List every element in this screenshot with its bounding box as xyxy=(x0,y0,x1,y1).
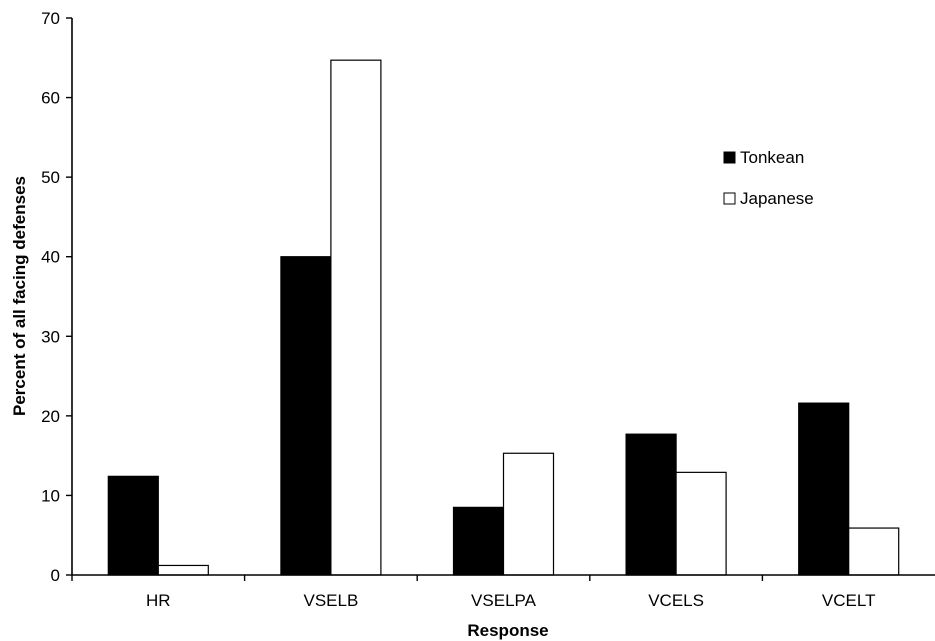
y-tick-label: 10 xyxy=(41,486,60,505)
y-axis-title: Percent of all facing defenses xyxy=(10,176,29,416)
y-tick-label: 50 xyxy=(41,168,60,187)
x-tick-label: HR xyxy=(146,591,171,610)
y-tick-label: 30 xyxy=(41,327,60,346)
bar-japanese-vcelt xyxy=(848,527,900,576)
legend-swatch-tonkean xyxy=(723,151,736,164)
bars xyxy=(107,59,900,576)
bar-tonkean-hr xyxy=(107,475,159,576)
y-axis-ticks: 0 10 20 30 40 50 60 70 xyxy=(41,9,72,585)
x-tick-label: VSELB xyxy=(303,591,358,610)
legend: Tonkean Japanese xyxy=(723,148,814,208)
bar-tonkean-vcels xyxy=(625,433,677,576)
bar-tonkean-vcelt xyxy=(798,402,850,576)
legend-label-japanese: Japanese xyxy=(740,189,814,208)
y-tick-label: 40 xyxy=(41,248,60,267)
bar-japanese-vselb xyxy=(330,59,382,576)
y-tick-label: 20 xyxy=(41,407,60,426)
legend-swatch-japanese xyxy=(723,192,736,205)
bar-japanese-hr xyxy=(157,564,209,576)
legend-label-tonkean: Tonkean xyxy=(740,148,804,167)
x-tick-label: VCELT xyxy=(822,591,876,610)
y-tick-label: 0 xyxy=(51,566,60,585)
x-tick-label: VCELS xyxy=(648,591,704,610)
bar-tonkean-vselb xyxy=(280,256,332,576)
bar-japanese-vselpa xyxy=(502,452,555,576)
x-axis-title: Response xyxy=(467,621,548,640)
x-axis-tick-labels: HR VSELB VSELPA VCELS VCELT xyxy=(71,575,876,610)
bar-tonkean-vselpa xyxy=(452,506,505,576)
bar-japanese-vcels xyxy=(675,471,727,576)
y-tick-label: 60 xyxy=(41,89,60,108)
y-tick-label: 70 xyxy=(41,9,60,28)
x-tick-label: VSELPA xyxy=(471,591,537,610)
